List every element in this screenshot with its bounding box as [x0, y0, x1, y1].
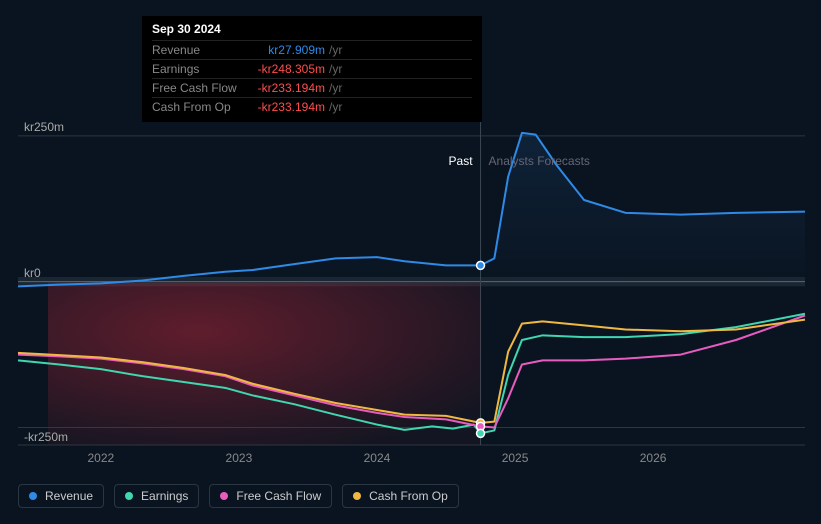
- financials-chart: Sep 30 2024 Revenuekr27.909m/yrEarnings-…: [0, 0, 821, 524]
- legend-label: Earnings: [141, 489, 188, 503]
- legend-item-revenue[interactable]: Revenue: [18, 484, 104, 508]
- tooltip-row-label: Free Cash Flow: [152, 81, 247, 95]
- legend-dot: [29, 492, 37, 500]
- tooltip-row-label: Cash From Op: [152, 100, 247, 114]
- x-axis-tick: 2023: [226, 451, 253, 465]
- tooltip-row-unit: /yr: [329, 81, 342, 95]
- x-axis-tick: 2025: [502, 451, 529, 465]
- x-axis-tick: 2022: [87, 451, 114, 465]
- tooltip-row-value: -kr233.194m: [247, 81, 325, 95]
- section-label-past: Past: [449, 154, 473, 168]
- legend-label: Free Cash Flow: [236, 489, 321, 503]
- legend-label: Revenue: [45, 489, 93, 503]
- tooltip-row-value: -kr248.305m: [247, 62, 325, 76]
- tooltip-date: Sep 30 2024: [152, 22, 472, 36]
- tooltip-row: Earnings-kr248.305m/yr: [152, 59, 472, 78]
- y-axis-tick: -kr250m: [24, 430, 68, 444]
- tooltip-row: Free Cash Flow-kr233.194m/yr: [152, 78, 472, 97]
- y-axis-tick: kr0: [24, 266, 41, 280]
- legend-item-cfo[interactable]: Cash From Op: [342, 484, 459, 508]
- tooltip-row: Revenuekr27.909m/yr: [152, 40, 472, 59]
- tooltip-row-unit: /yr: [329, 62, 342, 76]
- tooltip-row-unit: /yr: [329, 43, 342, 57]
- legend-item-fcf[interactable]: Free Cash Flow: [209, 484, 332, 508]
- tooltip-row-label: Revenue: [152, 43, 247, 57]
- legend-dot: [220, 492, 228, 500]
- y-axis-tick: kr250m: [24, 120, 64, 134]
- marker-revenue: [477, 261, 485, 269]
- marker-earnings: [477, 429, 485, 437]
- tooltip-row: Cash From Op-kr233.194m/yr: [152, 97, 472, 116]
- x-axis-tick: 2026: [640, 451, 667, 465]
- tooltip-row-unit: /yr: [329, 100, 342, 114]
- tooltip-row-label: Earnings: [152, 62, 247, 76]
- legend-item-earnings[interactable]: Earnings: [114, 484, 199, 508]
- chart-legend: Revenue Earnings Free Cash Flow Cash From O…: [18, 484, 459, 508]
- tooltip-row-value: -kr233.194m: [247, 100, 325, 114]
- tooltip-row-value: kr27.909m: [247, 43, 325, 57]
- x-axis-tick: 2024: [364, 451, 391, 465]
- legend-dot: [125, 492, 133, 500]
- legend-label: Cash From Op: [369, 489, 448, 503]
- legend-dot: [353, 492, 361, 500]
- chart-tooltip: Sep 30 2024 Revenuekr27.909m/yrEarnings-…: [142, 16, 482, 122]
- section-label-forecast: Analysts Forecasts: [489, 154, 590, 168]
